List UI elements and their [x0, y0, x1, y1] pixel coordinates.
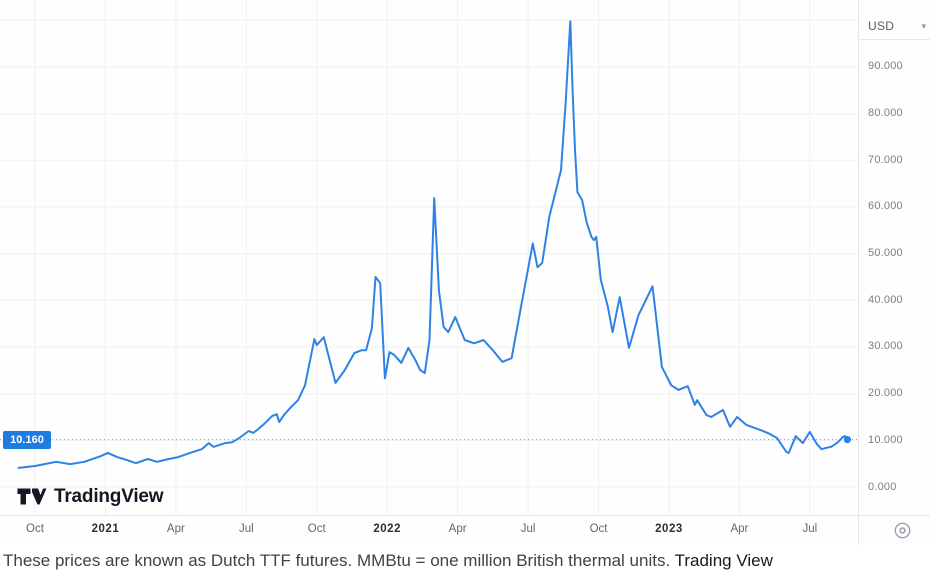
chart-canvas[interactable] [0, 0, 858, 515]
price-axis-label: 70.000 [868, 153, 903, 166]
time-axis-month-label: Jul [238, 523, 254, 535]
scales-settings-button[interactable] [888, 518, 916, 542]
tradingview-logo[interactable]: TradingView [17, 485, 164, 508]
tradingview-logo-text: TradingView [54, 485, 164, 507]
time-axis-month-label: Apr [730, 523, 749, 535]
time-axis-month-label: Oct [307, 523, 326, 535]
price-line-series [17, 20, 849, 469]
price-axis-label: 20.000 [868, 387, 903, 400]
time-axis-month-label: Jul [520, 523, 536, 535]
time-axis-month-label: Apr [448, 523, 467, 535]
circle-dot-icon [894, 522, 910, 538]
time-axis[interactable]: Oct 2021 Apr Jul Oct 2022 Apr Jul Oct 2023 Apr Jul [0, 516, 858, 545]
last-price-marker [843, 436, 852, 444]
caption-source-link[interactable]: Trading View [674, 551, 773, 570]
tradingview-chart-widget: 0.000 10.000 20.000 30.000 40.000 50.000 60.00… [0, 0, 930, 545]
time-axis-separator [0, 515, 930, 516]
current-price-tag: 10.160 [3, 430, 51, 449]
currency-label: USD [868, 19, 895, 33]
price-axis-label: 10.000 [868, 433, 903, 446]
price-axis-label: 60.000 [868, 200, 903, 213]
caption: These prices are known as Dutch TTF futu… [0, 545, 930, 579]
time-axis-year-label: 2021 [91, 523, 120, 535]
tradingview-logo-icon [17, 488, 47, 505]
time-axis-year-label: 2022 [373, 523, 401, 535]
time-axis-month-label: Apr [166, 523, 185, 535]
time-axis-month-label: Oct [589, 523, 608, 535]
price-axis-separator [858, 0, 859, 545]
time-axis-month-label: Oct [26, 523, 44, 535]
price-axis-label: 80.000 [868, 107, 903, 120]
time-axis-month-label: Jul [802, 523, 818, 535]
price-axis-label: 30.000 [868, 340, 903, 353]
caption-text: These prices are known as Dutch TTF futu… [3, 551, 675, 570]
price-axis-label: 50.000 [868, 247, 903, 260]
chevron-down-icon: ▾ [921, 20, 926, 31]
price-axis[interactable]: 0.000 10.000 20.000 30.000 40.000 50.000 60.00… [859, 0, 930, 515]
price-axis-label: 0.000 [868, 480, 897, 493]
price-axis-label: 40.000 [868, 293, 903, 306]
currency-selector[interactable]: USD ▾ [859, 13, 930, 40]
time-axis-year-label: 2023 [655, 523, 683, 535]
price-axis-label: 90.000 [868, 60, 903, 73]
